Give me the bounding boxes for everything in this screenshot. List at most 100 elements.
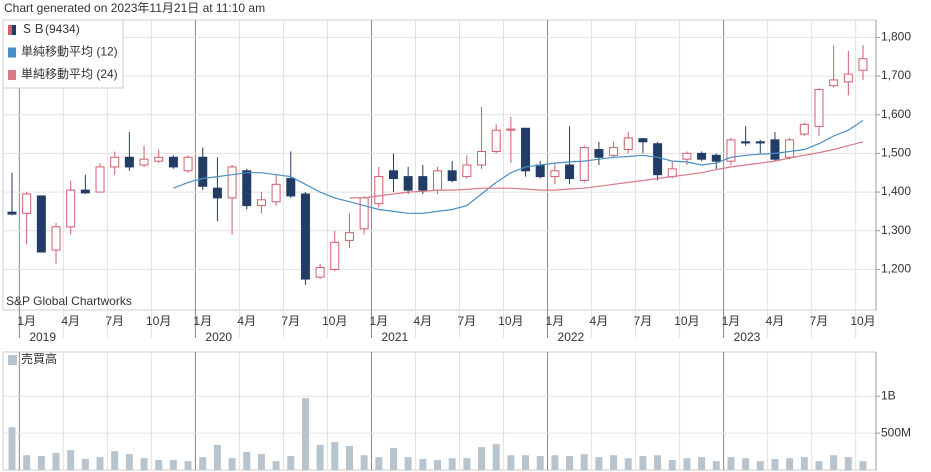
candle-body [682, 152, 692, 160]
volume-bar [624, 458, 632, 470]
moving-average-line [173, 119, 864, 214]
candle-body [36, 195, 46, 253]
volume-bar [287, 455, 295, 470]
candle-body [550, 170, 560, 178]
candle-body [623, 137, 633, 151]
legend-swatch [8, 70, 16, 80]
candle-body [271, 183, 281, 203]
volume-bar [522, 455, 530, 470]
volume-bar [184, 461, 192, 470]
volume-bar [844, 457, 852, 470]
x-tick-label: 1月 [17, 314, 36, 328]
candle-body [829, 79, 839, 87]
volume-bar [81, 458, 89, 470]
candle-body [770, 139, 780, 160]
candle-body [697, 152, 707, 160]
candle-body [66, 189, 76, 228]
y-tick-label: 1,300 [881, 223, 911, 237]
candle-body [124, 156, 134, 168]
y-tick-label: 1,200 [881, 262, 911, 276]
volume-bar [727, 457, 735, 470]
volume-bar [272, 461, 280, 470]
volume-bar [492, 444, 500, 470]
volume-bar [859, 461, 867, 470]
candle-body [491, 129, 501, 152]
candle-body [653, 143, 663, 176]
volume-bar [331, 441, 339, 470]
candle-body [667, 168, 677, 178]
volume-bar [52, 453, 60, 470]
candle-body [462, 164, 472, 178]
x-tick-label: 4月 [61, 314, 80, 328]
volume-bar [243, 451, 251, 470]
volume-bar [668, 460, 676, 470]
volume-bar [155, 460, 163, 470]
volume-bar [463, 458, 471, 470]
y-tick-label: 1,500 [881, 146, 911, 160]
volume-bar [786, 458, 794, 470]
x-tick-label: 10月 [850, 314, 875, 328]
volume-bar [830, 455, 838, 470]
volume-bar [169, 460, 177, 470]
volume-bar [404, 457, 412, 470]
x-tick-label: 4月 [590, 314, 609, 328]
volume-bar [316, 444, 324, 470]
y-tick-label: 1B [881, 388, 896, 402]
x-tick-label: 4月 [237, 314, 256, 328]
candle-body [433, 170, 442, 191]
candle-body [22, 193, 32, 214]
candle-body [785, 139, 795, 158]
x-year-label: 2021 [381, 330, 408, 344]
y-tick-label: 1,600 [881, 107, 911, 121]
x-tick-label: 1月 [193, 314, 212, 328]
chart-title: Chart generated on 2023年11月21日 at 11:10 … [4, 1, 265, 15]
candle-body [814, 89, 824, 127]
volume-bar [419, 458, 427, 470]
candle-body [183, 156, 193, 172]
volume-bar [595, 457, 603, 470]
volume-bar [96, 457, 104, 470]
x-tick-label: 1月 [722, 314, 741, 328]
volume-bar [67, 450, 75, 470]
candle-body [535, 164, 545, 178]
x-tick-label: 10月 [674, 314, 699, 328]
legend-swatch [8, 47, 16, 58]
plot-frame [2, 351, 877, 471]
volume-bar [580, 454, 588, 470]
volume-bar [698, 457, 706, 470]
volume-bar [434, 460, 441, 470]
candle-body [344, 232, 354, 241]
volume-bar [536, 455, 544, 470]
volume-bar [125, 454, 133, 470]
candle-body [521, 127, 531, 172]
legend-swatch [12, 25, 16, 35]
candle-body [212, 187, 222, 199]
candle-body [506, 128, 516, 131]
volume-bar [771, 458, 779, 470]
candle-body [594, 149, 604, 158]
candle-body [300, 193, 310, 280]
candle-body [168, 156, 178, 168]
volume-bar [301, 398, 309, 470]
x-tick-label: 4月 [766, 314, 785, 328]
x-year-label: 2019 [29, 330, 56, 344]
candle-body [139, 158, 149, 166]
legend-label: 単純移動平均 (24) [21, 67, 118, 81]
candle-body [609, 147, 619, 156]
candle-body [755, 141, 765, 144]
volume-bar [37, 455, 45, 470]
candle-body [388, 170, 398, 180]
candle-body [315, 266, 325, 278]
candle-body [726, 139, 736, 162]
candle-body [51, 226, 61, 251]
candle-body [359, 197, 369, 230]
legend-label: 売買高 [21, 351, 57, 366]
candle-body [565, 164, 575, 180]
candle-body [286, 178, 296, 197]
y-tick-label: 1,800 [881, 30, 911, 44]
candle-body [256, 199, 266, 207]
candle-body [374, 176, 384, 205]
volume-bar [551, 455, 559, 470]
legend-swatch [8, 25, 12, 35]
x-tick-label: 7月 [810, 314, 829, 328]
